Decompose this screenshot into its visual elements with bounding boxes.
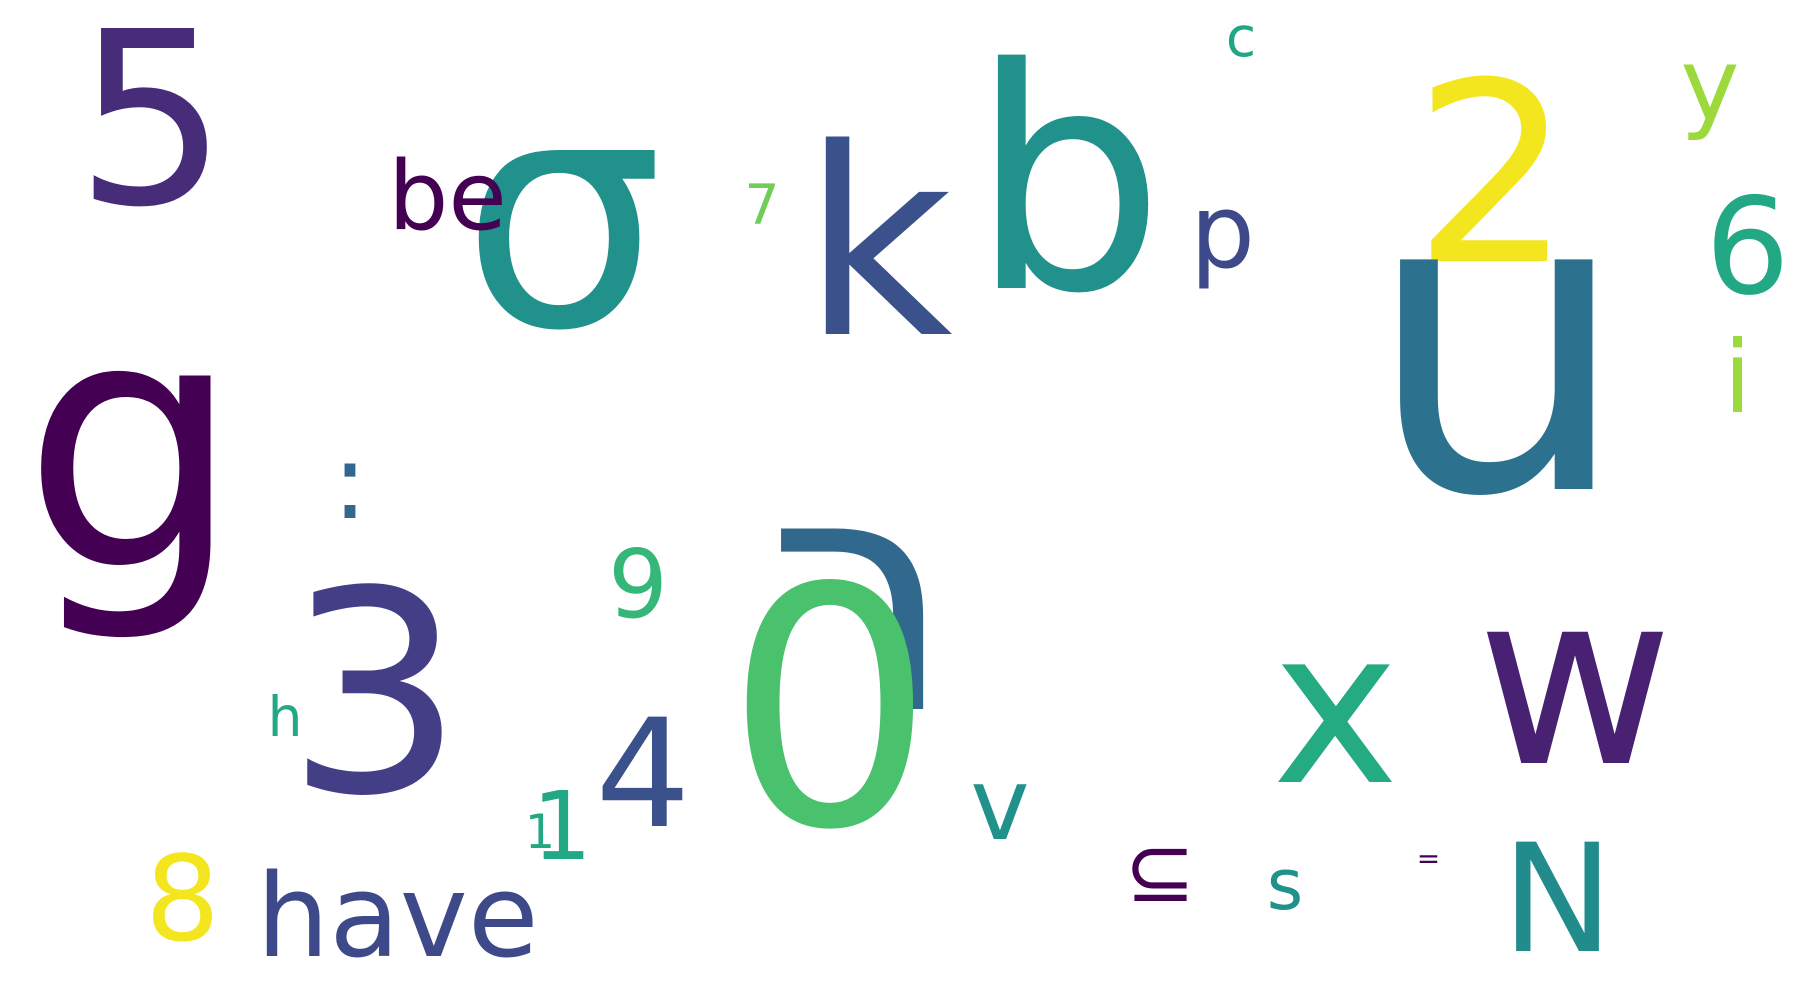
word-y: y	[1680, 26, 1740, 143]
word-6: 6	[1705, 168, 1790, 325]
word-1: 1	[532, 772, 592, 883]
word-0: 0	[725, 517, 935, 902]
word-u: u	[1364, 100, 1631, 589]
word-7: 7	[744, 173, 780, 237]
word-resh: ר	[766, 403, 954, 787]
word-colon: :	[332, 421, 368, 543]
word-x: x	[1271, 582, 1400, 833]
word-equals: =	[1416, 842, 1441, 875]
word-5: 5	[75, 0, 228, 260]
word-2: 2	[1412, 29, 1573, 320]
word-g: g	[22, 242, 242, 647]
word-be: be	[388, 142, 507, 252]
word-1-small: 1	[525, 804, 555, 860]
word-9: 9	[608, 529, 668, 640]
word-8: 8	[145, 831, 220, 969]
word-have: have	[256, 850, 539, 984]
word-v: v	[970, 746, 1030, 863]
word-4: 4	[595, 688, 691, 862]
word-sigma: σ	[461, 29, 664, 401]
word-subseteq: ⊆	[1124, 823, 1196, 922]
word-k: k	[802, 94, 953, 396]
word-p: p	[1190, 172, 1255, 292]
word-b: b	[970, 3, 1165, 361]
word-w: w	[1476, 540, 1674, 820]
word-s: s	[1266, 844, 1304, 926]
word-c: c	[1225, 5, 1257, 69]
word-3: 3	[285, 532, 465, 858]
word-i: i	[1723, 319, 1752, 436]
word-n: N	[1501, 813, 1614, 987]
word-h: h	[267, 685, 303, 749]
